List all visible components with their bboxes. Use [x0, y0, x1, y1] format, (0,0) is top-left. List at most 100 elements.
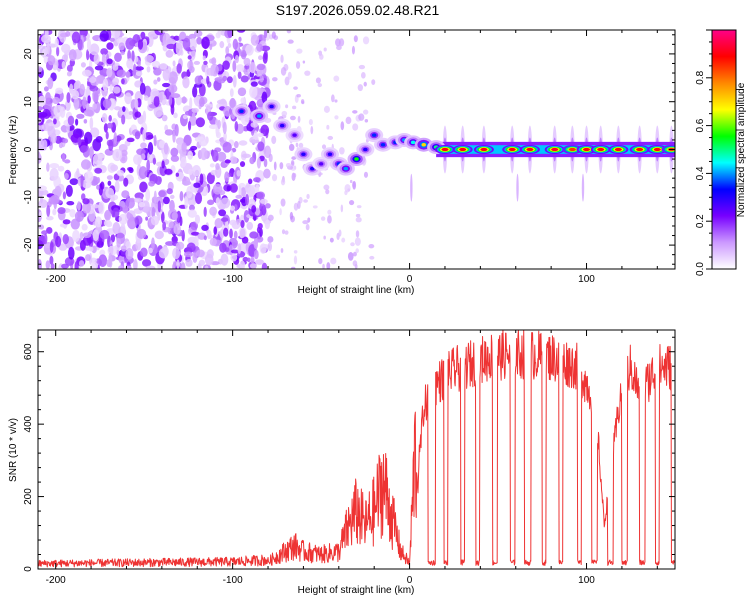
noise-blob [240, 75, 249, 83]
noise-blob [161, 114, 168, 122]
colorbar-tick-label: 0.0 [695, 262, 706, 276]
noise-blob [106, 42, 114, 50]
noise-blob [254, 259, 264, 265]
snr-series-line [38, 330, 675, 568]
colorbar-gradient [711, 29, 737, 270]
noise-blob [263, 158, 268, 168]
noise-blob [279, 162, 284, 170]
signal-track-blob [310, 166, 315, 171]
signal-track-blob [343, 166, 349, 171]
noise-blob [49, 167, 59, 181]
noise-blob [158, 92, 163, 103]
noise-blob [38, 185, 47, 192]
noise-blob [49, 255, 54, 265]
noise-blob [67, 115, 75, 126]
noise-blob [94, 65, 104, 71]
noise-blob [217, 30, 222, 37]
noise-blob [239, 228, 246, 239]
noise-blob [94, 216, 103, 228]
noise-blob [38, 106, 44, 111]
noise-blob [162, 68, 171, 81]
noise-blob [158, 190, 166, 198]
noise-blob [103, 220, 108, 226]
noise-blob [297, 115, 301, 123]
noise-blob [74, 210, 84, 222]
noise-blob [86, 85, 91, 99]
signal-track-blob [239, 109, 244, 114]
noise-blob [354, 237, 361, 246]
noise-blob [118, 213, 128, 225]
noise-blob [38, 224, 45, 230]
noise-blob [180, 262, 186, 269]
signal-track-blob [301, 152, 306, 157]
noise-blob [142, 110, 147, 123]
noise-blob [105, 131, 109, 140]
noise-blob [106, 67, 113, 78]
noise-blob [253, 237, 258, 250]
noise-blob [363, 81, 367, 87]
noise-blob [304, 70, 311, 76]
noise-blob [249, 62, 256, 74]
noise-blob [57, 207, 66, 215]
noise-blob [98, 254, 108, 267]
noise-blob [145, 216, 149, 221]
noise-blob [241, 153, 251, 159]
noise-blob [239, 161, 246, 167]
noise-blob [173, 223, 181, 235]
noise-blob [323, 47, 327, 52]
noise-blob [180, 96, 188, 104]
noise-blob [58, 142, 63, 149]
spectrogram-ylabel: Frequency (Hz) [8, 116, 19, 185]
signal-track-blob [279, 123, 285, 128]
noise-blob [267, 214, 274, 221]
noise-blob [305, 223, 310, 231]
noise-blob [352, 260, 358, 267]
noise-blob [245, 44, 254, 56]
noise-blob [330, 257, 337, 265]
noise-blob [207, 111, 214, 121]
noise-blob [112, 86, 121, 94]
noise-blob [82, 232, 92, 239]
noise-blob [154, 230, 164, 240]
noise-blob [107, 245, 117, 256]
colorbar-tick-label: 0.8 [695, 70, 706, 84]
noise-blob [80, 62, 86, 68]
noise-blob [45, 92, 51, 102]
noise-blob [306, 193, 310, 200]
noise-blob [64, 172, 69, 180]
noise-blob [168, 71, 178, 85]
noise-blob [203, 60, 208, 66]
noise-blob [253, 130, 258, 141]
noise-blob [166, 43, 177, 50]
noise-blob [125, 240, 131, 250]
noise-blob [200, 147, 208, 161]
noise-blob [296, 48, 303, 54]
noise-blob [61, 152, 66, 162]
signal-track-blob [410, 140, 416, 145]
noise-blob [82, 202, 92, 214]
noise-blob [69, 208, 76, 218]
noise-blob [98, 201, 105, 215]
noise-blob [194, 192, 203, 205]
noise-blob [73, 81, 80, 91]
noise-blob [145, 188, 151, 202]
noise-blob [143, 95, 149, 101]
carrier-pulse [480, 147, 488, 152]
noise-blob [126, 212, 131, 220]
noise-blob [194, 75, 202, 85]
noise-blob [349, 179, 353, 184]
noise-blob [229, 97, 236, 109]
noise-blob [190, 231, 200, 236]
noise-blob [249, 263, 257, 269]
noise-blob [158, 248, 169, 259]
noise-blob [253, 177, 261, 183]
noise-blob [341, 237, 346, 243]
noise-blob [148, 247, 153, 254]
signal-track-blob [327, 152, 333, 157]
noise-blob [175, 42, 183, 56]
noise-blob [234, 121, 239, 132]
noise-blob [187, 120, 192, 131]
noise-blob [86, 38, 92, 52]
noise-blob [257, 222, 263, 230]
